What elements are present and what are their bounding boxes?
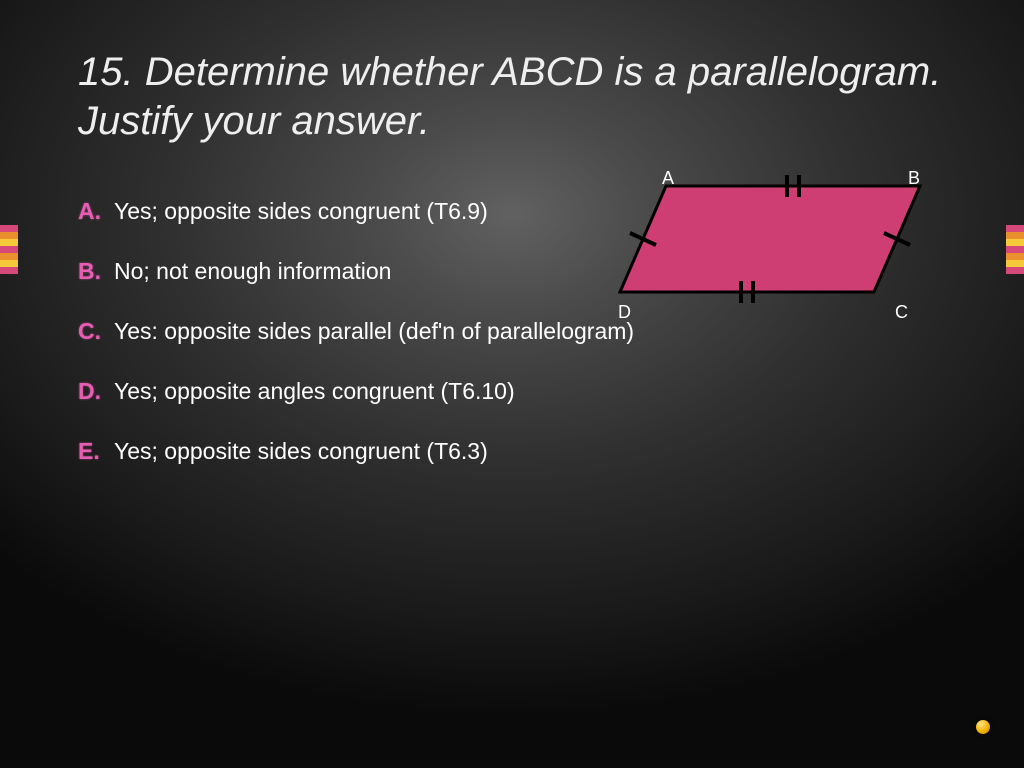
slide: 15. Determine whether ABCD is a parallel… [0,0,1024,768]
option-e[interactable]: E. Yes; opposite sides congruent (T6.3) [78,438,946,465]
decorative-bars-right [1006,225,1024,274]
vertex-label-c: C [895,302,908,323]
option-text: Yes; opposite sides congruent (T6.9) [114,198,488,225]
question-title: 15. Determine whether ABCD is a parallel… [78,48,946,146]
vertex-label-d: D [618,302,631,323]
option-letter: A. [78,198,114,225]
parallelogram-figure: A B C D [606,172,946,342]
option-letter: B. [78,258,114,285]
option-text: Yes: opposite sides parallel (def'n of p… [114,318,634,345]
option-text: No; not enough information [114,258,391,285]
option-text: Yes; opposite angles congruent (T6.10) [114,378,515,405]
vertex-label-b: B [908,168,920,189]
option-letter: C. [78,318,114,345]
corner-dot-icon [976,720,990,734]
option-text: Yes; opposite sides congruent (T6.3) [114,438,488,465]
option-letter: E. [78,438,114,465]
vertex-label-a: A [662,168,674,189]
option-letter: D. [78,378,114,405]
parallelogram-shape [620,186,920,292]
option-d[interactable]: D. Yes; opposite angles congruent (T6.10… [78,378,946,405]
decorative-bars-left [0,225,18,274]
